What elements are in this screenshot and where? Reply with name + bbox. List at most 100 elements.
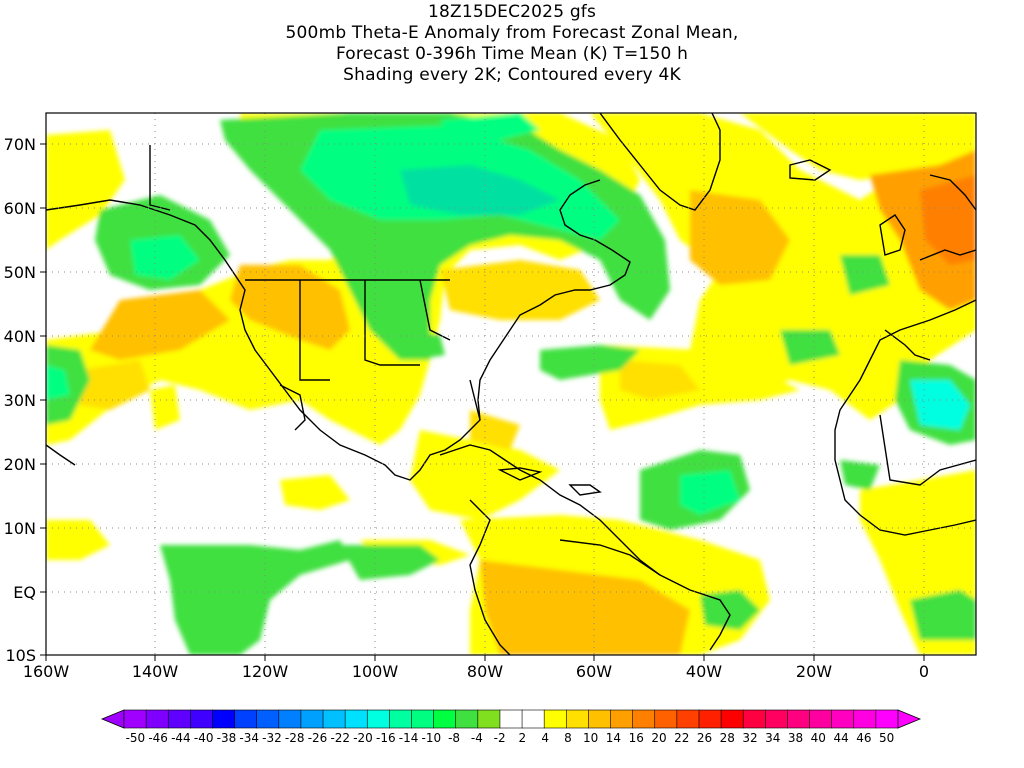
- lat-label: 70N: [4, 135, 36, 154]
- lon-label: 140W: [132, 662, 179, 681]
- colorbar-swatch: [455, 709, 479, 729]
- lat-label: 20N: [4, 455, 36, 474]
- title-line-3: Forecast 0-396h Time Mean (K) T=150 h: [335, 44, 689, 64]
- lon-label: 100W: [352, 662, 399, 681]
- longitude-labels: 160W 140W 120W 100W 80W 60W 40W 20W 0: [23, 662, 929, 681]
- title-line-1: 18Z15DEC2025 gfs: [427, 2, 597, 22]
- colorbar-swatch: [853, 709, 877, 729]
- colorbar-label: 34: [765, 731, 780, 745]
- colorbar-label: 32: [742, 731, 757, 745]
- lon-label: 20W: [796, 662, 832, 681]
- colorbar-swatch: [433, 709, 457, 729]
- colorbar-swatch: [322, 709, 346, 729]
- colorbar-label: 44: [833, 731, 848, 745]
- anomaly-shading: [46, 113, 976, 655]
- colorbar-label: -14: [399, 731, 419, 745]
- colorbar-label: 46: [856, 731, 871, 745]
- lat-label: 60N: [4, 199, 36, 218]
- colorbar-label: 20: [651, 731, 666, 745]
- colorbar-swatch: [698, 709, 722, 729]
- colorbar-label: -26: [308, 731, 328, 745]
- colorbar-label: -50: [126, 731, 146, 745]
- lon-label: 80W: [467, 662, 503, 681]
- lat-label: 10N: [4, 519, 36, 538]
- colorbar-label: 8: [564, 731, 572, 745]
- map-frame: [45, 112, 977, 656]
- colorbar-swatch: [190, 709, 214, 729]
- colorbar-label: 10: [583, 731, 598, 745]
- graticule: [46, 113, 976, 655]
- colorbar-label: -4: [471, 731, 483, 745]
- colorbar-label: 28: [720, 731, 735, 745]
- colorbar-label: 2: [519, 731, 527, 745]
- colorbar-swatch: [720, 709, 744, 729]
- title-line-4: Shading every 2K; Contoured every 4K: [343, 65, 681, 85]
- colorbar-label: -8: [448, 731, 460, 745]
- lat-label: 30N: [4, 391, 36, 410]
- colorbar-swatch: [588, 709, 612, 729]
- colorbar-label: -44: [171, 731, 191, 745]
- colorbar-label: -20: [353, 731, 373, 745]
- colorbar-swatch: [366, 709, 390, 729]
- colorbar-swatch: [145, 709, 169, 729]
- colorbar-label: -32: [262, 731, 282, 745]
- colorbar-label: -16: [376, 731, 396, 745]
- colorbar-swatch: [809, 709, 833, 729]
- colorbar-swatch: [875, 709, 899, 729]
- colorbar-label: -38: [217, 731, 237, 745]
- colorbar-swatch: [543, 709, 567, 729]
- lat-label: 40N: [4, 327, 36, 346]
- colorbar-swatch: [521, 709, 545, 729]
- colorbar-swatch: [477, 709, 501, 729]
- colorbar-label: 16: [629, 731, 644, 745]
- colorbar-swatch: [632, 709, 656, 729]
- lat-label: 50N: [4, 263, 36, 282]
- colorbar-swatch: [344, 709, 368, 729]
- title-line-2: 500mb Theta-E Anomaly from Forecast Zona…: [285, 23, 739, 43]
- colorbar-label: -34: [239, 731, 259, 745]
- colorbar-swatch: [787, 709, 811, 729]
- colorbar-label: 26: [697, 731, 712, 745]
- colorbar-swatch: [300, 709, 324, 729]
- lon-label: 0: [919, 662, 929, 681]
- lon-label: 160W: [23, 662, 70, 681]
- colorbar-label: -10: [422, 731, 442, 745]
- colorbar-label: 14: [606, 731, 621, 745]
- colorbar-swatch: [831, 709, 855, 729]
- colorbar-label: -28: [285, 731, 305, 745]
- colorbar-label: 22: [674, 731, 689, 745]
- colorbar-right-arrow: [897, 709, 922, 729]
- colorbar-swatch: [212, 709, 236, 729]
- lon-label: 120W: [242, 662, 289, 681]
- colorbar-swatch: [654, 709, 678, 729]
- colorbar-swatch: [499, 709, 523, 729]
- colorbar: -50 -46 -44 -40 -38 -34 -32 -28 -26 -22 -20 -16 -14-…: [100, 709, 922, 745]
- lon-label: 60W: [576, 662, 612, 681]
- lat-label: 10S: [5, 646, 36, 665]
- colorbar-label: -22: [330, 731, 350, 745]
- colorbar-label: 40: [811, 731, 826, 745]
- lon-label: 40W: [686, 662, 722, 681]
- colorbar-swatch: [123, 709, 147, 729]
- colorbar-left-arrow: [100, 709, 125, 729]
- latitude-labels: 70N 60N 50N 40N 30N 20N 10N EQ 10S: [4, 135, 36, 665]
- colorbar-swatch: [234, 709, 258, 729]
- colorbar-swatch: [676, 709, 700, 729]
- colorbar-label: 38: [788, 731, 803, 745]
- lat-label: EQ: [13, 583, 36, 602]
- colorbar-swatch: [411, 709, 435, 729]
- colorbar-label: -40: [194, 731, 214, 745]
- colorbar-swatch: [610, 709, 634, 729]
- colorbar-label: 50: [879, 731, 894, 745]
- colorbar-label: 4: [541, 731, 549, 745]
- colorbar-label: -46: [148, 731, 168, 745]
- coastlines: [46, 113, 976, 655]
- colorbar-swatch: [765, 709, 789, 729]
- colorbar-swatch: [742, 709, 766, 729]
- colorbar-label: -2: [494, 731, 506, 745]
- axis-ticks: [40, 143, 925, 661]
- colorbar-swatch: [256, 709, 280, 729]
- colorbar-swatch: [389, 709, 413, 729]
- colorbar-swatch: [167, 709, 191, 729]
